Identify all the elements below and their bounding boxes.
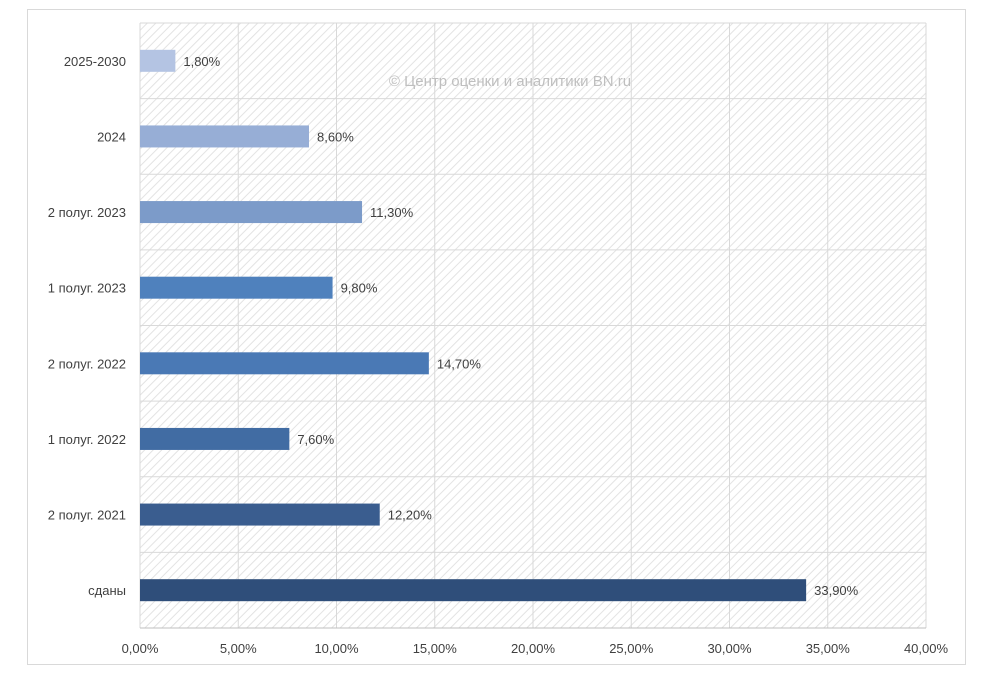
- category-label: 2 полуг. 2021: [48, 508, 126, 523]
- data-label: 11,30%: [370, 205, 414, 220]
- category-label: сданы: [88, 583, 126, 598]
- data-label: 7,60%: [297, 432, 334, 447]
- category-label: 2 полуг. 2023: [48, 205, 126, 220]
- x-tick-label: 15,00%: [413, 641, 458, 656]
- bar: [140, 49, 176, 72]
- x-tick-label: 10,00%: [314, 641, 359, 656]
- data-label: 12,20%: [388, 508, 433, 523]
- bar: [140, 579, 807, 602]
- data-label: 33,90%: [814, 583, 859, 598]
- category-label: 2025-2030: [64, 54, 126, 69]
- x-tick-label: 30,00%: [707, 641, 752, 656]
- category-label: 2024: [97, 129, 126, 144]
- grid-lines: [139, 22, 927, 629]
- category-label: 1 полуг. 2022: [48, 432, 126, 447]
- x-tick-label: 0,00%: [122, 641, 159, 656]
- data-label: 14,70%: [437, 356, 482, 371]
- bar: [140, 276, 333, 299]
- x-tick-label: 35,00%: [806, 641, 851, 656]
- bar: [140, 503, 380, 526]
- data-label: 8,60%: [317, 129, 354, 144]
- category-label: 1 полуг. 2023: [48, 281, 126, 296]
- labels: 0,00% 5,00% 10,00% 15,00% 20,00% 25,00% 30,00%…: [48, 54, 949, 656]
- x-tick-label: 20,00%: [511, 641, 556, 656]
- watermark-text: © Центр оценки и аналитики BN.ru: [389, 73, 631, 90]
- bars: [140, 49, 807, 602]
- bar: [140, 427, 290, 450]
- bar: [140, 125, 309, 148]
- bar: [140, 352, 429, 375]
- category-label: 2 полуг. 2022: [48, 356, 126, 371]
- x-tick-label: 25,00%: [609, 641, 654, 656]
- x-tick-label: 40,00%: [904, 641, 949, 656]
- data-label: 9,80%: [341, 281, 378, 296]
- x-tick-label: 5,00%: [220, 641, 257, 656]
- data-label: 1,80%: [183, 54, 220, 69]
- bar: [140, 201, 363, 224]
